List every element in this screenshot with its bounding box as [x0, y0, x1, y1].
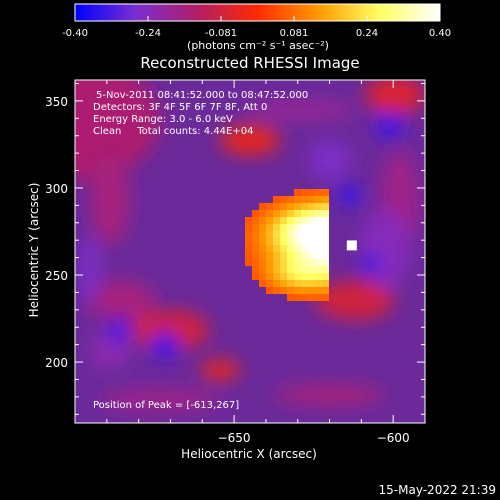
heatmap-image [75, 80, 425, 423]
annotation-detectors: Detectors: 3F 4F 5F 6F 7F 8F, Att 0 [93, 102, 267, 113]
colorbar-units: (photons cm⁻² s⁻¹ asec⁻²) [187, 39, 329, 52]
colorbar-tick-label: -0.24 [135, 28, 161, 39]
annotation-clean-counts: Clean Total counts: 4.44E+04 [93, 126, 253, 137]
colorbar-tick-label: -0.081 [205, 28, 237, 39]
annotation-time-range: 5-Nov-2011 08:41:52.000 to 08:47:52.000 [96, 90, 308, 101]
x-axis: −650−600−550 [74, 80, 426, 445]
y-tick-label: 300 [45, 182, 68, 196]
y-tick-label: 250 [45, 269, 68, 283]
x-axis-label: Heliocentric X (arcsec) [181, 447, 317, 461]
footer-timestamp: 15-May-2022 21:39 [379, 483, 496, 497]
plot-frame [74, 79, 426, 424]
y-tick-label: 200 [45, 356, 68, 370]
colorbar [74, 3, 441, 22]
y-axis-label: Heliocentric Y (arcsec) [27, 183, 41, 318]
y-tick-label: 350 [45, 95, 68, 109]
chart-title: Reconstructed RHESSI Image [140, 54, 359, 72]
peak-position-label: Position of Peak = [-613,267] [93, 400, 239, 411]
annotation-energy-range: Energy Range: 3.0 - 6.0 keV [93, 114, 233, 125]
peak-pixel [346, 240, 357, 251]
colorbar-tick-label: 0.081 [280, 28, 309, 39]
x-tick-label: −650 [218, 431, 251, 445]
colorbar-tick-label: 0.40 [429, 28, 451, 39]
x-tick-label: −600 [377, 431, 410, 445]
y-axis: 200 250 300 350 [45, 82, 425, 415]
colorbar-ticks: -0.40 -0.24 -0.081 0.081 0.24 0.40 [62, 16, 451, 39]
colorbar-tick-label: -0.40 [62, 28, 88, 39]
colorbar-tick-label: 0.24 [356, 28, 378, 39]
